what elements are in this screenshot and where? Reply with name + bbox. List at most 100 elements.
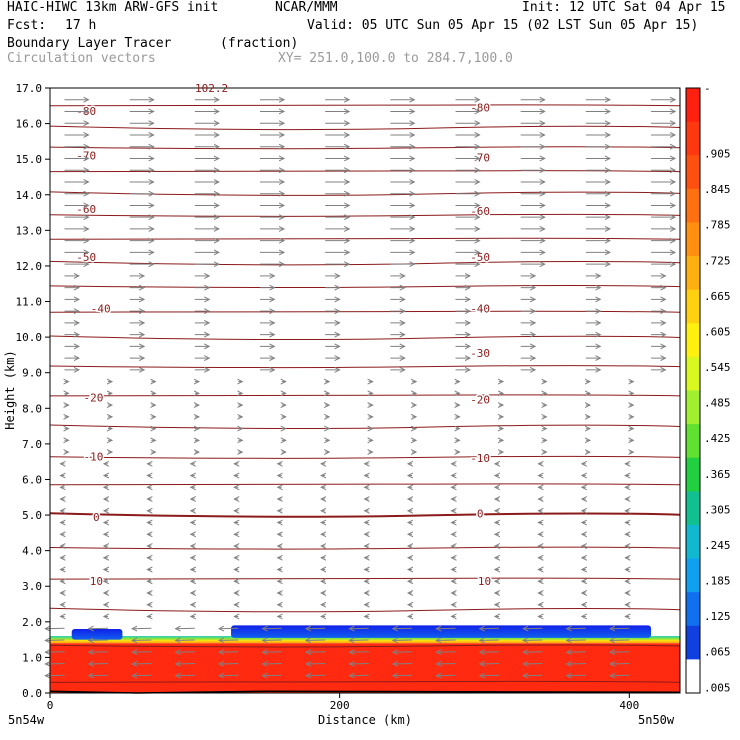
wind-vector [263, 640, 282, 641]
contour-label: -60 [470, 205, 490, 218]
wind-vector [610, 663, 630, 664]
y-tick-label: 6.0 [22, 473, 42, 486]
wind-vector [89, 640, 108, 641]
colorbar-swatch [686, 356, 700, 391]
wind-vector [132, 663, 152, 664]
colorbar-label: .665 [704, 290, 731, 303]
colorbar-swatch [686, 457, 700, 492]
x-tick-label: 0 [47, 699, 54, 712]
contour-label: -40 [91, 303, 111, 316]
wind-vector [89, 675, 108, 676]
vectors-label: Circulation vectors [7, 51, 156, 66]
wind-vector [176, 675, 195, 676]
wind-vector [306, 663, 326, 664]
forecast-hour: 17 h [65, 18, 97, 33]
contour-label: 0 [93, 511, 100, 524]
y-tick-label: 13.0 [16, 224, 43, 237]
contour-line [49, 213, 681, 217]
y-tick-label: 2.0 [22, 616, 42, 629]
contour-line [49, 365, 681, 369]
colorbar-swatch [686, 121, 700, 156]
y-tick-label: 4.0 [22, 545, 42, 558]
wind-vector [263, 628, 282, 629]
wind-vector [219, 652, 239, 653]
colorbar-label: .185 [704, 575, 731, 588]
wind-vector [263, 652, 282, 653]
wind-vector [45, 652, 65, 653]
contour-line [49, 310, 681, 313]
wind-vector [480, 652, 499, 653]
colorbar-swatch [686, 592, 700, 627]
wind-vector [610, 652, 630, 653]
colorbar-swatch [686, 88, 700, 123]
valid-time: Valid: 05 UTC Sun 05 Apr 15 (02 LST Sun … [307, 18, 699, 33]
contour-label: -80 [470, 102, 490, 115]
wind-vector [45, 628, 65, 629]
colorbar-swatch [686, 323, 700, 358]
wind-vector [45, 663, 65, 664]
y-tick-label: 17.0 [16, 82, 43, 95]
wind-vector [349, 640, 369, 641]
wind-vector [132, 675, 152, 676]
wind-vector [436, 628, 456, 629]
contour-line [49, 577, 681, 580]
colorbar-swatch [686, 491, 700, 526]
colorbar-swatch [686, 155, 700, 190]
wind-vector [610, 628, 630, 629]
contour-label: 10 [478, 575, 491, 588]
tracer-low-region [71, 628, 123, 640]
y-tick-label: 16.0 [16, 118, 43, 131]
contour-line [49, 607, 681, 613]
colorbar-swatch [686, 289, 700, 324]
wind-vector [436, 663, 456, 664]
wind-vector [523, 675, 543, 676]
wind-vector [436, 675, 456, 676]
wind-vector [176, 628, 195, 629]
model-title: HAIC-HIWC 13km ARW-GFS init [7, 0, 219, 15]
colorbar-swatch [686, 222, 700, 257]
wind-vector [393, 628, 413, 629]
wind-vector [132, 628, 152, 629]
x-axis-label: Distance (km) [318, 713, 412, 727]
wind-vector [349, 663, 369, 664]
contour-label: -10 [84, 450, 104, 463]
wind-vector [610, 640, 630, 641]
x-tick-label: 200 [330, 699, 350, 712]
contour-label: -30 [470, 347, 490, 360]
colorbar-frame [685, 87, 701, 694]
wind-vector [480, 663, 499, 664]
axes: 102.2 Distance (km) Height (km) 5n54w 5n… [3, 82, 681, 727]
field-name: Boundary Layer Tracer [7, 36, 172, 51]
wind-vector [393, 640, 413, 641]
field-units: (fraction) [220, 36, 299, 51]
colorbar-label: .545 [704, 361, 731, 374]
colorbar-label: .785 [704, 219, 731, 232]
x-start-location: 5n54w [8, 713, 45, 727]
colorbar-label: .605 [704, 325, 731, 338]
colorbar-label: .005 [704, 681, 731, 694]
contour-line [49, 483, 681, 486]
y-tick-label: 1.0 [22, 651, 42, 664]
wind-vector [480, 640, 499, 641]
colorbar-swatch [686, 524, 700, 560]
contour-line [49, 285, 681, 288]
wind-vector [219, 663, 239, 664]
colorbar-label: .845 [704, 183, 731, 196]
terrain-line [49, 690, 681, 694]
contour-label: -50 [76, 251, 96, 264]
contour-line [49, 512, 681, 518]
y-tick-label: 9.0 [22, 367, 42, 380]
wind-vector [89, 652, 108, 653]
wind-vector [523, 628, 543, 629]
wind-vector [393, 663, 413, 664]
tracer-high-region [50, 643, 680, 693]
contour-line [49, 394, 681, 397]
colorbar-label: .485 [704, 397, 731, 410]
contour-line [49, 424, 681, 430]
wind-vector [567, 675, 586, 676]
wind-vector [436, 640, 456, 641]
wind-vector [132, 652, 152, 653]
contour-label: -50 [470, 251, 490, 264]
init-time: Init: 12 UTC Sat 04 Apr 15 [522, 0, 726, 15]
wind-vector [393, 652, 413, 653]
